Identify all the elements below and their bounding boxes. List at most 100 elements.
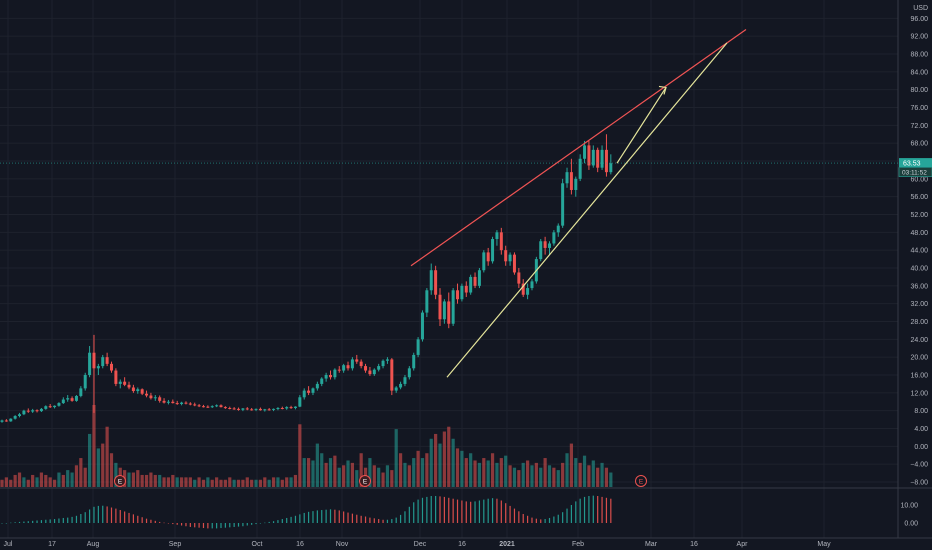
oscillator-bar xyxy=(71,516,73,523)
oscillator-bar xyxy=(325,509,327,523)
oscillator-bar xyxy=(32,520,34,523)
projection-arrow[interactable] xyxy=(616,87,667,164)
oscillator-bar xyxy=(189,523,191,527)
earnings-marker[interactable]: E xyxy=(359,475,371,487)
volume-bar xyxy=(57,472,61,487)
candle-body xyxy=(416,339,420,355)
oscillator-bar xyxy=(67,517,69,523)
candle-body xyxy=(526,288,530,295)
candle-body xyxy=(447,301,451,324)
oscillator-bar xyxy=(40,520,43,523)
candle-body xyxy=(377,366,381,370)
last-price-badge: 63.53 03:11:52 xyxy=(898,158,932,177)
volume-bar xyxy=(565,453,569,487)
volume-bar xyxy=(66,470,70,487)
oscillator-bar xyxy=(496,498,498,523)
volume-bar xyxy=(31,474,35,487)
oscillator-bar xyxy=(356,514,358,523)
volume-bar xyxy=(328,458,333,487)
oscillator-bar xyxy=(553,516,555,523)
oscillator-bar xyxy=(557,514,559,523)
oscillator-bar xyxy=(10,522,12,524)
volume-bar xyxy=(403,462,407,487)
oscillator-bar xyxy=(132,514,134,523)
candle-body xyxy=(350,359,354,369)
volume-bar xyxy=(26,479,30,487)
volume-bar xyxy=(280,479,284,487)
trend-drawings[interactable] xyxy=(410,28,747,378)
oscillator-bar xyxy=(544,519,546,523)
price-tick-label: 96.00 xyxy=(910,16,928,23)
oscillator-bar xyxy=(163,522,165,524)
candle-body xyxy=(329,375,332,378)
price-tick-label: 28.00 xyxy=(910,319,928,326)
volume-bar xyxy=(398,453,403,487)
oscillator-bar xyxy=(220,523,222,529)
earnings-circle xyxy=(114,475,126,487)
volume-bar xyxy=(0,479,4,487)
price-tick-label: 4.00 xyxy=(914,426,928,433)
candle-body xyxy=(289,407,293,409)
candle-body xyxy=(587,145,591,166)
price-tick-label: 76.00 xyxy=(910,105,928,112)
price-tick-label: 84.00 xyxy=(910,69,928,76)
oscillator-bar xyxy=(80,514,82,523)
oscillator-bar xyxy=(610,498,612,523)
price-tick-label: 48.00 xyxy=(910,230,928,237)
volume-bar xyxy=(346,460,350,487)
oscillator-bar xyxy=(548,517,551,523)
volume-bar xyxy=(547,465,552,487)
price-tick-label: −4.00 xyxy=(910,462,928,469)
volume-bar xyxy=(587,465,591,487)
candle-body xyxy=(600,149,604,168)
volume-bar xyxy=(473,460,477,487)
time-axis: Jul 17 Aug Sep Oct 16 Nov Dec 16 2021 Feb Mar 16 Apr M… xyxy=(4,541,832,548)
candle-body xyxy=(315,383,319,389)
candle-body xyxy=(70,398,74,401)
volume-bar xyxy=(131,472,135,487)
oscillator-bar xyxy=(461,500,463,523)
earnings-label: E xyxy=(363,479,368,486)
volume-bar xyxy=(127,472,131,487)
candle-body xyxy=(188,403,192,405)
candle-body xyxy=(460,285,464,300)
volume-bar xyxy=(144,474,149,487)
oscillator-bar xyxy=(308,511,310,523)
support-trendline[interactable] xyxy=(446,42,728,378)
volume-bar xyxy=(61,474,65,487)
candle-body xyxy=(381,360,385,367)
oscillator-bar xyxy=(141,517,143,523)
volume-bar xyxy=(79,458,83,487)
oscillator-bar xyxy=(167,523,170,524)
volume-bar xyxy=(582,455,587,487)
volume-bar xyxy=(153,474,157,487)
price-tick-label: 52.00 xyxy=(910,212,928,219)
candle-body xyxy=(420,312,424,340)
volume-bar xyxy=(609,472,613,487)
oscillator-bar xyxy=(172,523,174,525)
candle-body xyxy=(464,285,468,293)
volume-bar xyxy=(512,467,517,487)
time-tick-label: Oct xyxy=(252,541,263,548)
oscillator-bar xyxy=(351,513,353,523)
volume-bar xyxy=(289,477,293,487)
oscillator-bar xyxy=(62,517,64,523)
candle-body xyxy=(425,290,429,313)
volume-bar xyxy=(219,479,223,487)
candle-body xyxy=(276,407,280,409)
volume-bar xyxy=(48,477,52,487)
candle-body xyxy=(355,359,359,362)
volume-bar xyxy=(574,458,578,487)
oscillator-bar xyxy=(159,521,161,523)
earnings-marker[interactable]: E xyxy=(114,475,126,487)
earnings-marker[interactable]: E xyxy=(635,475,647,487)
volume-bar xyxy=(307,458,311,487)
oscillator-bar xyxy=(242,523,244,527)
oscillator-bar xyxy=(421,497,424,523)
oscillator-bar xyxy=(391,519,393,523)
price-tick-label: 20.00 xyxy=(910,355,928,362)
candle-body xyxy=(166,401,170,403)
resistance-trendline[interactable] xyxy=(410,28,747,267)
